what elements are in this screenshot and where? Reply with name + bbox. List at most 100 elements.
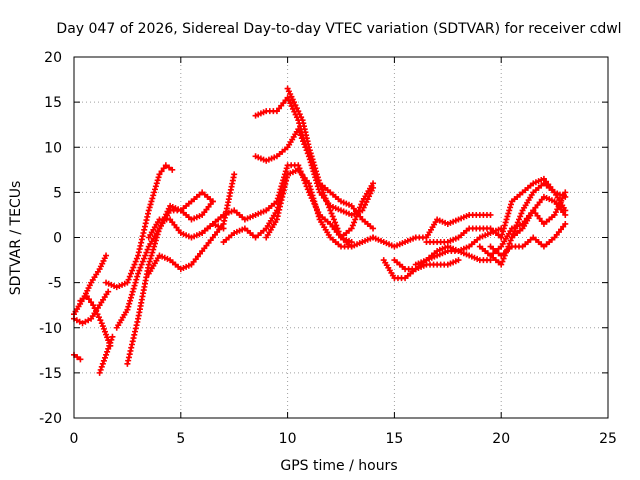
- data-point: [317, 183, 324, 190]
- data-point: [356, 204, 363, 211]
- x-axis-label: GPS time / hours: [280, 458, 397, 474]
- data-point: [137, 264, 144, 271]
- data-point: [562, 189, 569, 196]
- data-point: [302, 180, 309, 187]
- data-point: [105, 345, 112, 352]
- data-point: [166, 164, 173, 171]
- y-tick-label: -10: [39, 321, 62, 337]
- data-point: [353, 213, 360, 220]
- data-point: [562, 220, 569, 227]
- data-point: [500, 255, 507, 262]
- y-axis-label: SDTVAR / TECUs: [8, 181, 24, 296]
- data-point: [104, 334, 111, 341]
- data-point: [169, 166, 176, 173]
- data-point: [91, 305, 98, 312]
- data-point: [352, 216, 359, 223]
- data-point: [332, 219, 339, 226]
- data-point: [104, 348, 111, 355]
- data-point: [312, 165, 319, 172]
- data-point: [108, 336, 115, 343]
- data-point: [313, 171, 320, 178]
- chart-title: Day 047 of 2026, Sidereal Day-to-day VTE…: [56, 21, 621, 37]
- data-point: [160, 165, 167, 172]
- data-point: [506, 240, 513, 247]
- data-point: [209, 198, 216, 205]
- data-point: [507, 201, 514, 208]
- data-point: [132, 279, 139, 286]
- data-point: [300, 174, 307, 181]
- data-point: [358, 201, 365, 208]
- data-point: [134, 273, 141, 280]
- data-point: [127, 297, 134, 304]
- data-point: [129, 267, 136, 274]
- data-point: [321, 192, 328, 199]
- plot-frame: [73, 56, 609, 419]
- axis-ticks: 0 5 10 15 20 25 -20 -15 -10 -5 0 5 10 15 20: [39, 50, 617, 447]
- data-point: [507, 237, 514, 244]
- data-point: [99, 360, 106, 367]
- data-point: [94, 311, 101, 318]
- data-point: [148, 198, 155, 205]
- data-point: [106, 342, 113, 349]
- data-point: [281, 174, 288, 181]
- y-tick-label: -5: [48, 276, 62, 292]
- data-point: [149, 249, 156, 256]
- series-trace-19: [370, 234, 419, 250]
- data-point: [135, 270, 142, 277]
- data-point: [273, 198, 280, 205]
- data-point: [100, 357, 107, 364]
- data-point: [326, 204, 333, 211]
- y-tick-label: 10: [44, 140, 62, 156]
- data-point: [136, 267, 143, 274]
- data-point: [328, 210, 335, 217]
- series-trace-24: [423, 225, 505, 246]
- data-point: [150, 192, 157, 199]
- data-point: [295, 162, 302, 169]
- data-point: [315, 177, 322, 184]
- data-point: [354, 210, 361, 217]
- data-point: [324, 201, 331, 208]
- data-point: [311, 162, 318, 169]
- data-point: [231, 171, 238, 178]
- data-point: [295, 108, 302, 115]
- data-point: [143, 249, 150, 256]
- data-point: [147, 255, 154, 262]
- series-trace-28: [487, 220, 569, 259]
- data-point: [348, 225, 355, 232]
- data-point: [499, 231, 506, 238]
- grid-lines: [74, 57, 608, 418]
- data-point: [333, 222, 340, 229]
- series-trace-6: [103, 162, 176, 291]
- data-point: [126, 273, 133, 280]
- data-point: [130, 285, 137, 292]
- y-tick-label: 20: [44, 50, 62, 66]
- data-point: [314, 174, 321, 181]
- data-point: [155, 228, 162, 235]
- data-point: [128, 291, 135, 298]
- y-tick-label: -20: [39, 411, 62, 427]
- data-point: [146, 258, 153, 265]
- data-point: [518, 210, 525, 217]
- data-point: [98, 320, 105, 327]
- series-trace-1: [71, 351, 84, 363]
- data-point: [125, 303, 132, 310]
- x-tick-label: 10: [279, 431, 297, 447]
- data-point: [335, 228, 342, 235]
- data-point: [275, 192, 282, 199]
- data-point: [138, 261, 145, 268]
- data-point: [310, 159, 317, 166]
- data-point: [499, 258, 506, 265]
- data-point: [83, 293, 90, 300]
- data-point: [499, 228, 506, 235]
- data-point: [80, 295, 87, 302]
- data-point: [280, 177, 287, 184]
- data-point: [370, 225, 377, 232]
- data-point: [125, 276, 132, 283]
- data-point: [305, 144, 312, 151]
- x-tick-label: 5: [176, 431, 185, 447]
- series-trace-29: [508, 189, 569, 241]
- data-point: [274, 195, 281, 202]
- data-point: [88, 299, 95, 306]
- data-point: [131, 261, 138, 268]
